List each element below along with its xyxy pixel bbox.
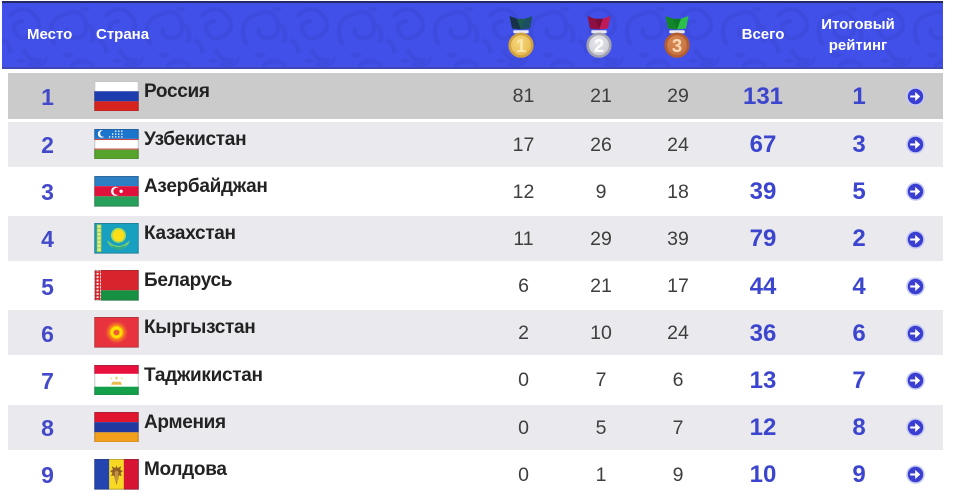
svg-text:2: 2 [594,35,604,56]
svg-text:1: 1 [516,35,526,56]
svg-text:3: 3 [671,35,681,56]
